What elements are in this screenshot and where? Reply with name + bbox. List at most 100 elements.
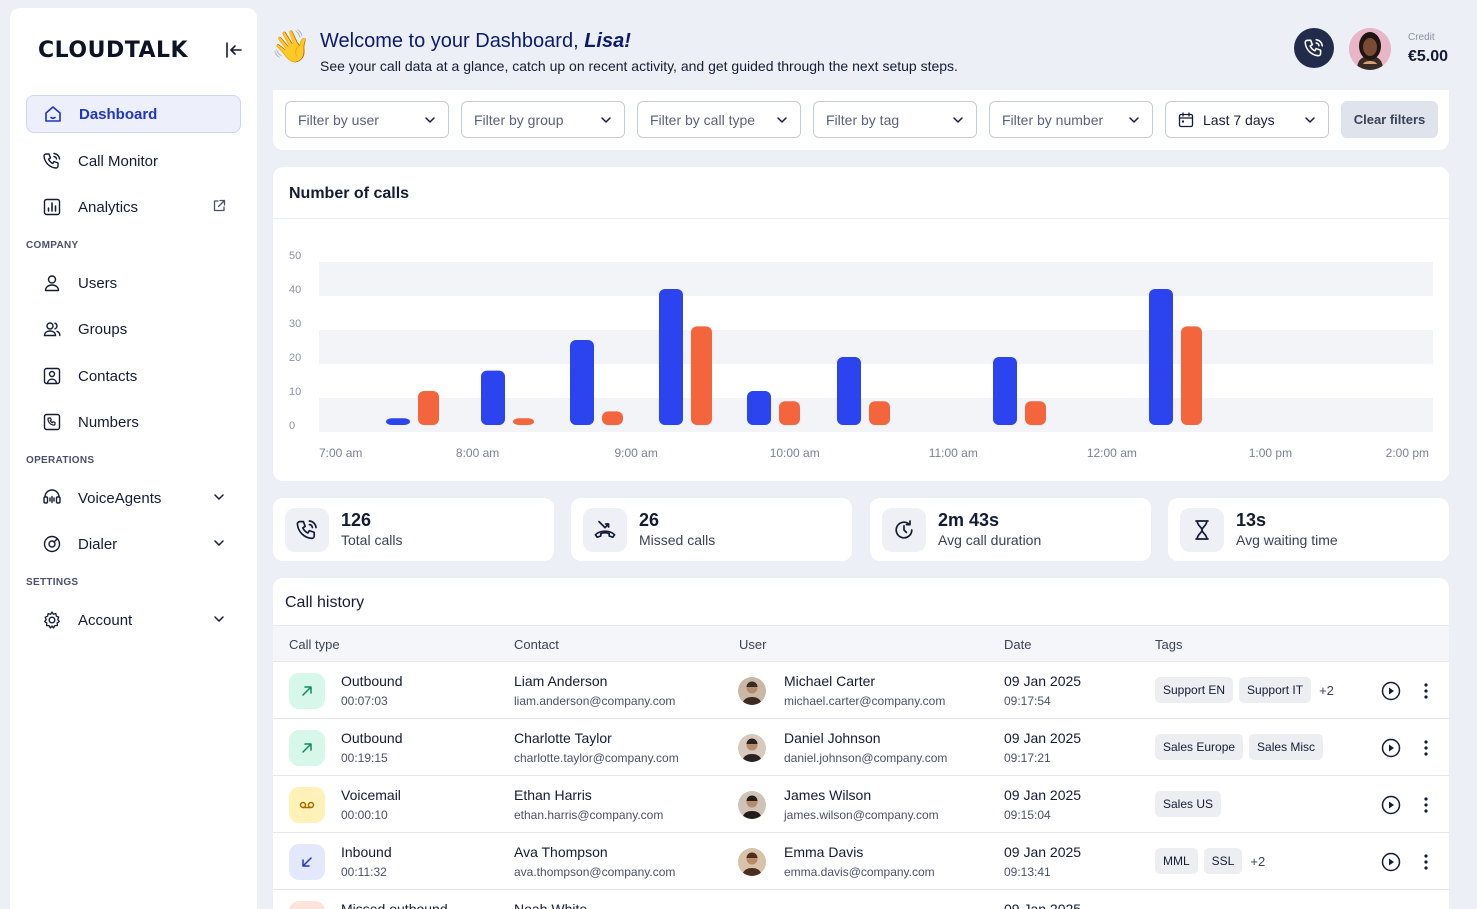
contact-name[interactable]: Ethan Harris: [514, 787, 592, 803]
sidebar-item-contacts[interactable]: Contacts: [26, 357, 241, 395]
user-name: Emma Davis: [784, 844, 864, 860]
more-tags-count[interactable]: +2: [1319, 682, 1334, 698]
collapse-sidebar-button[interactable]: [222, 38, 246, 62]
avatar[interactable]: [1349, 28, 1391, 70]
filter-label: Filter by group: [474, 111, 564, 128]
chart-title: Number of calls: [289, 185, 410, 202]
table-row[interactable]: Missed outbound Noah White 09 Jan 2025: [273, 890, 1449, 909]
collapse-left-icon: [226, 42, 242, 58]
chart-bar: [418, 391, 439, 425]
user-email: james.wilson@company.com: [784, 808, 939, 822]
call-date: 09 Jan 2025: [1004, 901, 1082, 909]
sidebar-item-label: Groups: [78, 320, 128, 338]
filter-group-select[interactable]: Filter by group: [461, 101, 625, 138]
x-tick-label: 8:00 am: [456, 446, 499, 460]
call-duration: 00:07:03: [341, 694, 388, 708]
section-label-company: COMPANY: [26, 240, 79, 251]
more-options-icon[interactable]: [1418, 737, 1434, 759]
play-recording-icon[interactable]: [1380, 680, 1402, 702]
contact-name[interactable]: Liam Anderson: [514, 673, 608, 689]
more-tags-count[interactable]: +2: [1250, 853, 1266, 869]
y-tick-label: 0: [289, 420, 295, 432]
sidebar-item-analytics[interactable]: Analytics: [26, 188, 241, 226]
call-time: 09:17:54: [1004, 694, 1051, 708]
sidebar-item-dashboard[interactable]: Dashboard: [26, 95, 241, 133]
sidebar-item-voiceagents[interactable]: VoiceAgents: [26, 479, 241, 517]
sidebar-item-groups[interactable]: Groups: [26, 310, 241, 348]
column-header-user[interactable]: User: [739, 637, 767, 652]
contact-name[interactable]: Charlotte Taylor: [514, 730, 612, 746]
filter-number-select[interactable]: Filter by number: [989, 101, 1153, 138]
calls-chart-card: Number of calls 0 10 20 30 40 50 7:00 am 8:00 a…: [273, 167, 1449, 481]
sidebar-item-label: Users: [78, 274, 118, 292]
phone-icon: [1304, 38, 1324, 57]
stat-value: 13s: [1236, 510, 1267, 530]
phone-button[interactable]: [1294, 28, 1334, 68]
clear-filters-button[interactable]: Clear filters: [1341, 101, 1438, 138]
table-row[interactable]: Outbound 00:19:15 Charlotte Taylor charlott…: [273, 719, 1449, 776]
chart-bar: [1181, 326, 1202, 425]
play-recording-icon[interactable]: [1380, 794, 1402, 816]
chart-bar: [570, 340, 594, 425]
tag-chip[interactable]: MML: [1155, 848, 1198, 874]
chart-bar: [513, 418, 534, 425]
column-header-tags[interactable]: Tags: [1155, 637, 1183, 652]
sidebar-item-numbers[interactable]: Numbers: [26, 403, 241, 441]
contact-email: charlotte.taylor@company.com: [514, 751, 679, 765]
filter-bar: Filter by user Filter by group Filter by…: [273, 90, 1449, 150]
column-header-date[interactable]: Date: [1004, 637, 1032, 652]
table-row[interactable]: Voicemail 00:00:10 Ethan Harris ethan.harri…: [273, 776, 1449, 833]
table-row[interactable]: Inbound 00:11:32 Ava Thompson ava.thompson@…: [273, 833, 1449, 890]
call-time: 09:15:04: [1004, 808, 1051, 822]
sidebar-item-label: Dialer: [78, 535, 118, 553]
play-recording-icon[interactable]: [1380, 737, 1402, 759]
chevron-down-icon: [211, 535, 227, 551]
chevron-down-icon: [601, 117, 611, 123]
divider: [273, 218, 1449, 219]
x-tick-label: 9:00 am: [614, 446, 657, 460]
contact-name[interactable]: Noah White: [514, 901, 588, 909]
tag-list: Support EN Support IT +2: [1155, 677, 1334, 703]
tag-chip[interactable]: Support IT: [1239, 677, 1312, 703]
y-tick-label: 50: [289, 250, 301, 262]
filter-label: Filter by number: [1002, 111, 1104, 128]
stat-missed-calls: 26 Missed calls: [571, 498, 852, 561]
tag-chip[interactable]: Support EN: [1155, 677, 1234, 703]
avatar: [738, 677, 766, 705]
chart-bar: [869, 401, 890, 425]
filter-call-type-select[interactable]: Filter by call type: [637, 101, 801, 138]
contact-name[interactable]: Ava Thompson: [514, 844, 608, 860]
sidebar-item-account[interactable]: Account: [26, 601, 241, 639]
x-tick-label: 7:00 am: [319, 446, 362, 460]
column-header-contact[interactable]: Contact: [514, 637, 559, 652]
call-date: 09 Jan 2025: [1004, 730, 1082, 746]
tag-chip[interactable]: Sales Misc: [1249, 734, 1324, 760]
tag-chip[interactable]: Sales US: [1155, 791, 1222, 817]
sidebar-item-call-monitor[interactable]: Call Monitor: [26, 142, 241, 180]
analytics-icon: [42, 197, 62, 217]
tag-list: Sales Europe Sales Misc: [1155, 734, 1324, 760]
call-duration: 00:00:10: [341, 808, 388, 822]
stat-avg-waiting-time: 13s Avg waiting time: [1168, 498, 1449, 561]
play-recording-icon[interactable]: [1380, 851, 1402, 873]
filter-tag-select[interactable]: Filter by tag: [813, 101, 977, 138]
date-range-select[interactable]: Last 7 days: [1165, 101, 1329, 138]
tag-list: Sales US: [1155, 791, 1222, 817]
sidebar-item-users[interactable]: Users: [26, 264, 241, 302]
chart-bar: [659, 289, 683, 425]
x-tick-label: 2:00 pm: [1386, 446, 1429, 460]
table-row[interactable]: Outbound 00:07:03 Liam Anderson liam.anders…: [273, 662, 1449, 719]
contact-email: ethan.harris@company.com: [514, 808, 664, 822]
stat-label: Avg call duration: [938, 532, 1042, 548]
tag-list: MML SSL +2: [1155, 848, 1265, 874]
tag-chip[interactable]: SSL: [1203, 848, 1243, 874]
more-options-icon[interactable]: [1418, 851, 1434, 873]
more-options-icon[interactable]: [1418, 794, 1434, 816]
filter-user-select[interactable]: Filter by user: [285, 101, 449, 138]
tag-chip[interactable]: Sales Europe: [1155, 734, 1244, 760]
cloudtalk-logo[interactable]: CLOUDTALK: [38, 38, 189, 63]
column-header-call-type[interactable]: Call type: [289, 637, 340, 652]
sidebar-item-dialer[interactable]: Dialer: [26, 525, 241, 563]
sidebar-item-label: Account: [78, 611, 133, 629]
more-options-icon[interactable]: [1418, 680, 1434, 702]
